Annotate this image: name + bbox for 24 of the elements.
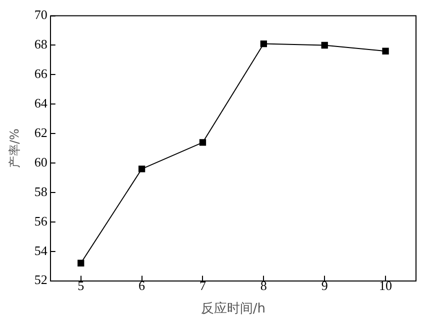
x-tick-label: 8	[260, 278, 267, 294]
y-tick-label: 64	[34, 96, 48, 111]
point	[260, 40, 267, 48]
y-tick-label: 54	[34, 242, 48, 258]
point	[78, 260, 84, 266]
y-tick-label: 68	[34, 36, 48, 52]
y-tick-label: 66	[34, 66, 48, 82]
y-tick-label: 58	[34, 184, 48, 199]
y-tick-label: 62	[34, 125, 48, 140]
x-tick-label: 9	[321, 278, 328, 294]
y-tick-label: 52	[34, 272, 48, 288]
point	[321, 42, 328, 49]
y-axis-title: 产率/%	[7, 128, 22, 168]
x-tick-label: 10	[379, 278, 392, 294]
y-tick-label: 60	[34, 154, 48, 170]
point	[138, 166, 146, 172]
point	[382, 48, 389, 54]
x-tick-label: 7	[199, 278, 206, 294]
x-tick-label: 5	[78, 278, 84, 294]
y-tick-label: 70	[34, 7, 48, 22]
x-tick-label: 6	[138, 278, 146, 294]
point	[199, 139, 206, 146]
x-axis-title: 反应时间/h	[200, 300, 266, 317]
y-tick-label: 56	[34, 213, 48, 228]
